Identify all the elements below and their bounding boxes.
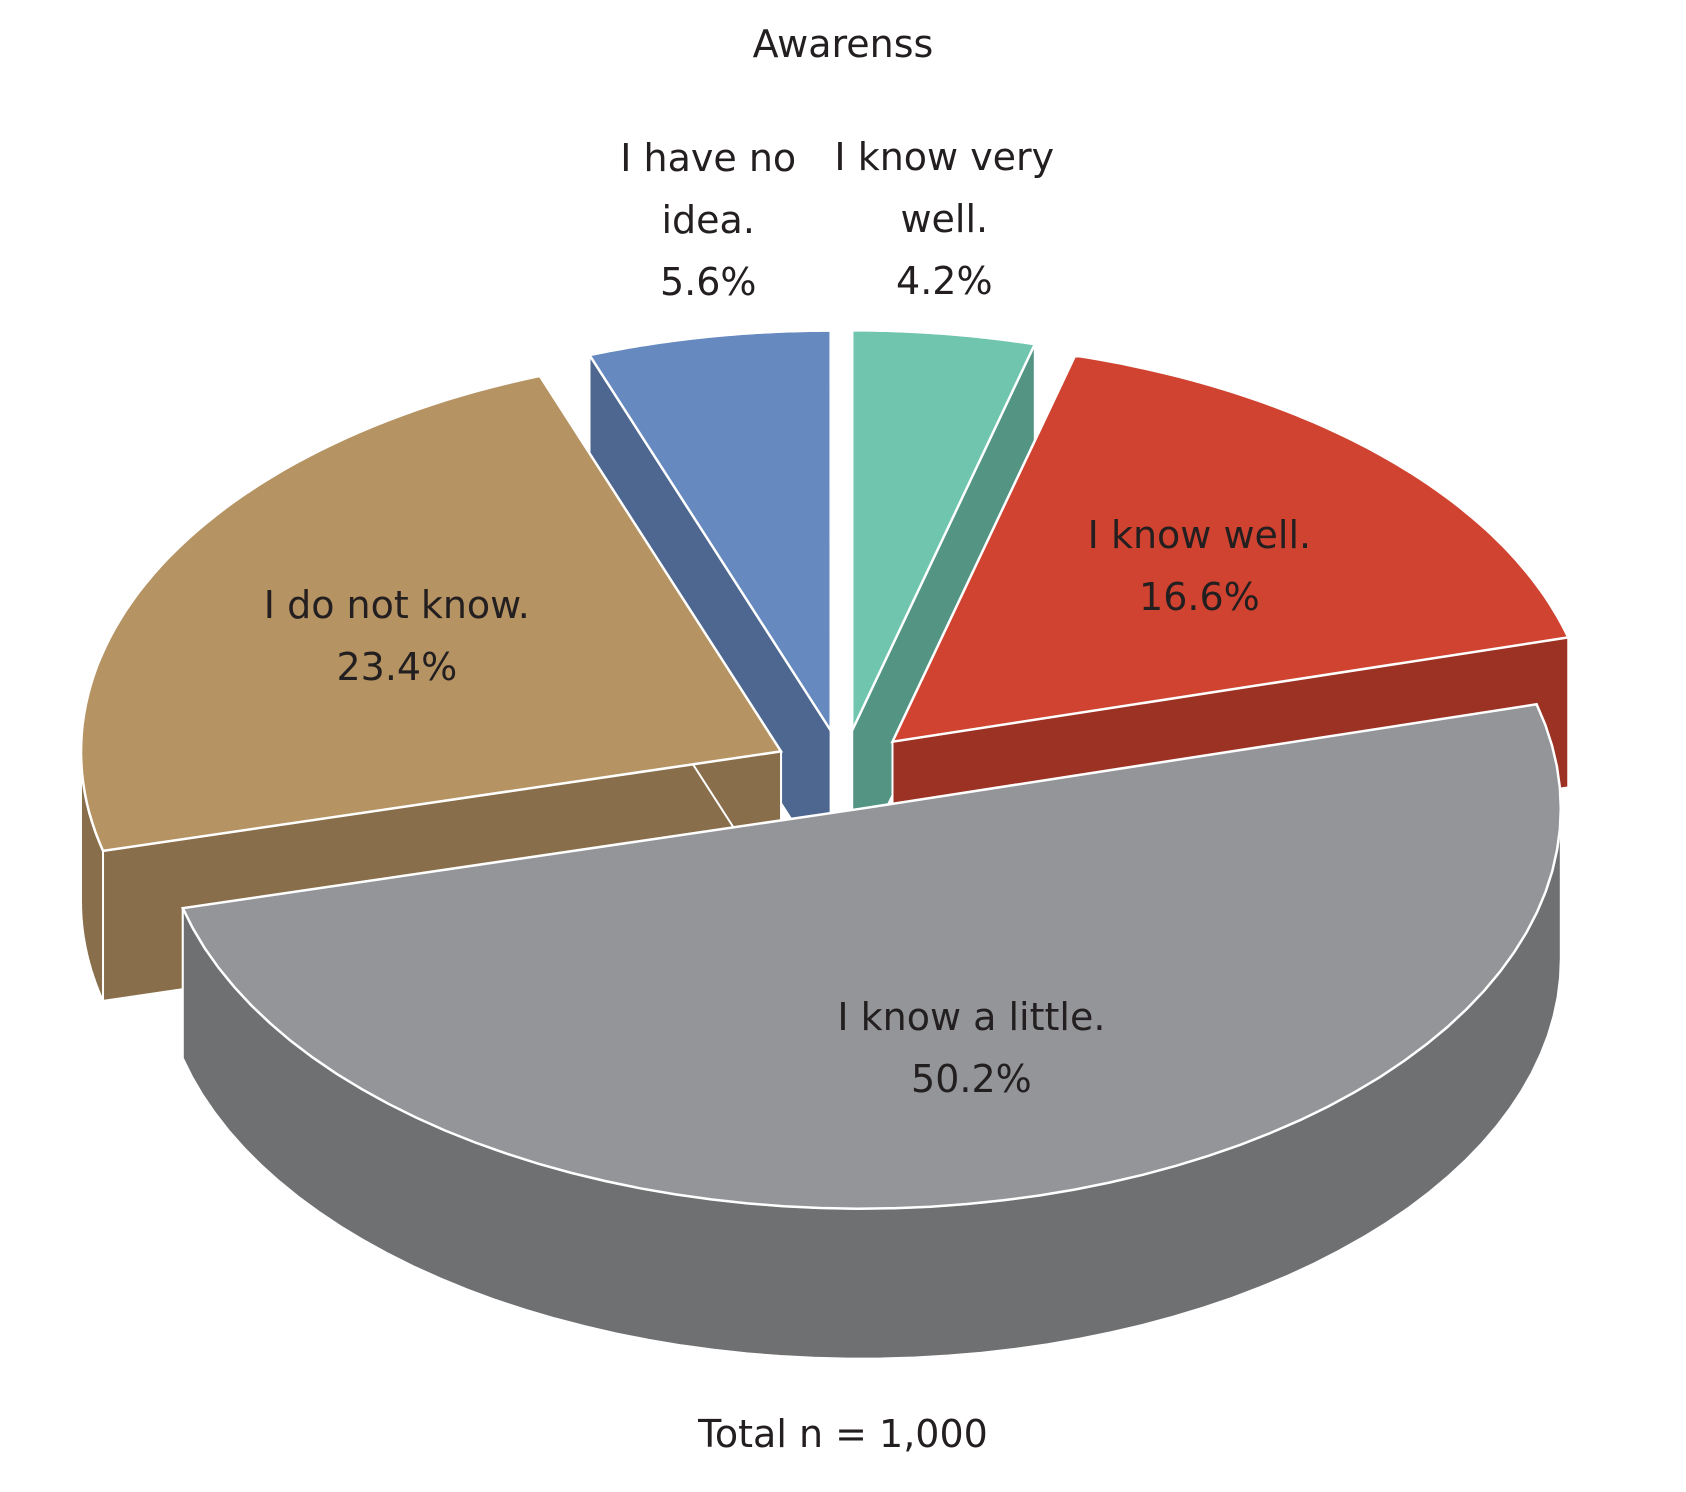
slice-label: I do not know. 23.4% (197, 574, 597, 698)
category-label: I know a little. (837, 995, 1106, 1040)
slice (587, 329, 832, 735)
category-label: I do not know. (263, 583, 530, 628)
category-label: I know very well. (834, 135, 1055, 242)
value-label: 5.6% (659, 259, 757, 304)
chart-title: Awarenss (752, 22, 934, 66)
value-label: 4.2% (896, 259, 993, 304)
value-label: 50.2% (911, 1057, 1032, 1102)
slice (79, 374, 784, 853)
slice-label: I have no idea. 5.6% (578, 127, 838, 313)
slice-label: I know well. 16.6% (999, 504, 1399, 628)
slice (890, 354, 1571, 744)
slice (850, 329, 1037, 731)
value-label: 23.4% (336, 645, 458, 690)
slice-label: I know a little. 50.2% (771, 986, 1171, 1110)
value-label: 16.6% (1139, 575, 1260, 620)
footnote: Total n = 1,000 (698, 1412, 988, 1456)
slice-label: I know very well. 4.2% (814, 126, 1074, 312)
category-label: I have no idea. (620, 135, 797, 242)
slice (180, 702, 1563, 1210)
category-label: I know well. (1087, 513, 1312, 558)
